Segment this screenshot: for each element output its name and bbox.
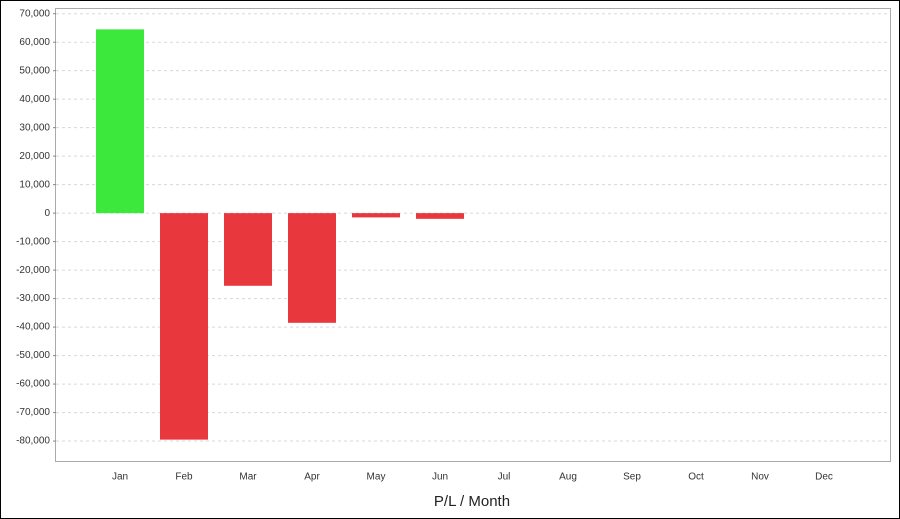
y-tick-label: -60,000 <box>16 379 50 390</box>
y-tick-label: 20,000 <box>19 151 50 162</box>
bar <box>160 213 208 440</box>
bar <box>96 29 144 214</box>
y-tick-label: 50,000 <box>19 65 50 76</box>
x-tick-label: Mar <box>239 472 257 483</box>
x-tick-label: Jul <box>498 472 511 483</box>
x-axis-title: P/L / Month <box>434 493 510 510</box>
y-tick-label: -70,000 <box>16 407 50 418</box>
x-tick-label: Apr <box>304 472 320 483</box>
y-tick-label: -80,000 <box>16 436 50 447</box>
y-tick-label: -10,000 <box>16 236 50 247</box>
x-tick-label: Jan <box>112 472 128 483</box>
bar <box>352 213 400 218</box>
x-tick-label: May <box>367 472 386 483</box>
y-tick-label: -40,000 <box>16 322 50 333</box>
y-tick-label: -50,000 <box>16 350 50 361</box>
x-tick-label: Sep <box>623 472 641 483</box>
x-tick-label: Aug <box>559 472 577 483</box>
y-tick-label: -30,000 <box>16 293 50 304</box>
y-tick-label: 30,000 <box>19 122 50 133</box>
y-tick-label: 70,000 <box>19 8 50 19</box>
x-tick-label: Feb <box>175 472 193 483</box>
x-tick-label: Oct <box>688 472 704 483</box>
y-tick-label: 0 <box>44 208 50 219</box>
bar <box>224 213 272 286</box>
y-tick-label: 60,000 <box>19 37 50 48</box>
x-tick-label: Nov <box>751 472 769 483</box>
bar <box>288 213 336 323</box>
y-tick-label: 10,000 <box>19 179 50 190</box>
x-tick-label: Dec <box>815 472 833 483</box>
bar <box>416 213 464 219</box>
x-tick-label: Jun <box>432 472 448 483</box>
y-tick-label: -20,000 <box>16 265 50 276</box>
y-tick-label: 40,000 <box>19 94 50 105</box>
